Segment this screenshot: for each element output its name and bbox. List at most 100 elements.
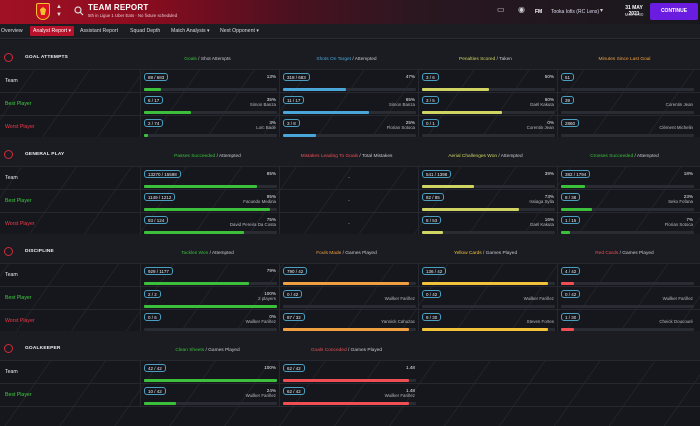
stat-cell[interactable]: 3 / 5 60% Gaël Kakuta	[418, 93, 557, 116]
chevron-down-icon[interactable]: ▾	[600, 8, 604, 14]
stat-cell[interactable]: 39 Corentin Jean	[557, 93, 696, 116]
stat-cell[interactable]: 62 / 42 1.48 Wuilker Fariñez	[279, 384, 418, 407]
row-label-best: Best Player	[5, 295, 32, 301]
stat-cell[interactable]: 93 / 124 75% David Pereira Da Costa	[140, 213, 279, 236]
column-header[interactable]: Clean Sheets / Games Played	[140, 348, 275, 353]
stat-cell[interactable]: 13270 / 15598 85%	[140, 167, 279, 190]
column-header[interactable]: Goals Conceded / Games Played	[279, 348, 414, 353]
player-name[interactable]: Wuilker Fariñez	[245, 319, 276, 324]
player-name[interactable]: Simon Banza	[249, 102, 276, 107]
column-header[interactable]: Minutes Since Last Goal	[557, 57, 692, 62]
stat-cell[interactable]: 1 / 15 7% Florian Sotoca	[557, 213, 696, 236]
stat-cell[interactable]: 136 / 42	[418, 264, 557, 287]
player-name[interactable]: Gaël Kakuta	[529, 102, 554, 107]
stat-cell[interactable]: 8 / 38 23% Seko Fofana	[557, 190, 696, 213]
column-header[interactable]: Penalties Scored / Taken	[418, 57, 553, 62]
stat-cell[interactable]: 10 / 42 24% Wuilker Fariñez	[140, 384, 279, 407]
inbox-icon[interactable]: ▭	[497, 5, 505, 14]
player-name[interactable]: Corentin Jean	[526, 125, 554, 130]
player-name[interactable]: Simon Banza	[388, 102, 415, 107]
stat-value: 39	[561, 96, 575, 104]
search-icon[interactable]	[74, 6, 84, 16]
stat-cell[interactable]: 1 / 30 Cheick Doucouré	[557, 310, 696, 333]
player-name[interactable]: Florian Sotoca	[664, 222, 693, 227]
stat-cell[interactable]: 42 / 42 100%	[140, 361, 279, 384]
stat-cell[interactable]: 4 / 42	[557, 264, 696, 287]
column-header[interactable]: Fouls Made / Games Played	[279, 251, 414, 256]
stat-value: 51	[561, 73, 575, 81]
club-crest-icon[interactable]	[36, 3, 50, 20]
stat-cell[interactable]: 2860 Clément Michelin	[557, 116, 696, 139]
column-header[interactable]: Tackles Won / Attempted	[140, 251, 275, 256]
player-name[interactable]: Florian Sotoca	[386, 125, 415, 130]
nav-tab-squad-depth[interactable]: Squad Depth	[130, 28, 161, 34]
stat-cell[interactable]: 2 / 74 3% Loïc Badé	[140, 116, 279, 139]
column-header[interactable]: Crosses Succeeded / Attempted	[557, 154, 692, 159]
stat-cell[interactable]: 790 / 42	[279, 264, 418, 287]
stat-cell[interactable]: 382 / 1794 18%	[557, 167, 696, 190]
column-header[interactable]: Yellow Cards / Games Played	[418, 251, 553, 256]
stat-cell[interactable]: -	[279, 190, 418, 213]
player-name[interactable]: Wuilker Fariñez	[384, 393, 415, 398]
player-name[interactable]: Facundo Medina	[243, 199, 276, 204]
stat-cell[interactable]: 2 / 2 100% 2 players	[140, 287, 279, 310]
nav-tab-match-analysis[interactable]: Match Analysis ▾	[171, 28, 210, 34]
player-name[interactable]: Cheick Doucouré	[659, 319, 693, 324]
continue-button[interactable]: CONTINUE	[650, 3, 698, 20]
player-name[interactable]: David Pereira Da Costa	[229, 222, 276, 227]
nav-tab-overview[interactable]: Overview	[1, 28, 23, 34]
player-name[interactable]: Wuilker Fariñez	[523, 296, 554, 301]
column-header[interactable]: Red Cards / Games Played	[557, 251, 692, 256]
stat-cell[interactable]: -	[279, 167, 418, 190]
bar-track	[144, 111, 277, 114]
player-name[interactable]: Wuilker Fariñez	[384, 296, 415, 301]
manager-icon[interactable]: ◉	[518, 5, 525, 14]
nav-tab-assistant-report[interactable]: Assistant Report	[80, 28, 119, 34]
stat-cell[interactable]: 318 / 683 47%	[279, 70, 418, 93]
section-title: GOALKEEPER	[25, 346, 61, 351]
club-switch-arrows-icon[interactable]: ▲ ▼	[56, 4, 62, 18]
column-header[interactable]: Mistakes Leading To Goals / Total Mistak…	[279, 154, 414, 159]
column-header[interactable]: Shots On Target / Attempted	[279, 57, 414, 62]
stat-cell[interactable]: 6 / 17 35% Simon Banza	[140, 93, 279, 116]
player-name[interactable]: Wuilker Fariñez	[662, 296, 693, 301]
stat-cell[interactable]: 88 / 683 13%	[140, 70, 279, 93]
stat-cell[interactable]: 0 / 42 Wuilker Fariñez	[418, 287, 557, 310]
player-name[interactable]: Seko Fofana	[668, 199, 693, 204]
stat-cell[interactable]: 3 / 8 25% Florian Sotoca	[279, 116, 418, 139]
stat-cell[interactable]: 1149 / 1212 95% Facundo Medina	[140, 190, 279, 213]
manager-club-name[interactable]: Tooka Iofis (RC Lens)	[551, 9, 600, 15]
stat-cell[interactable]: -	[279, 213, 418, 236]
player-name[interactable]: Corentin Jean	[665, 102, 693, 107]
stat-cell[interactable]: 0 / 42 Wuilker Fariñez	[279, 287, 418, 310]
stat-cell[interactable]: 0 / 42 Wuilker Fariñez	[557, 287, 696, 310]
column-header[interactable]: Goals / Shot Attempts	[140, 57, 275, 62]
section-header: GOALKEEPER Clean Sheets / Games Played Goa…	[0, 331, 700, 361]
player-name[interactable]: 2 players	[258, 296, 276, 301]
player-name[interactable]: Steven Fortes	[526, 319, 554, 324]
player-name[interactable]: Loïc Badé	[256, 125, 276, 130]
stat-cell[interactable]: 62 / 42 1.48	[279, 361, 418, 384]
nav-tab-next-opponent[interactable]: Next Opponent ▾	[220, 28, 259, 34]
stat-cell[interactable]: 0 / 1 0% Corentin Jean	[418, 116, 557, 139]
bar-fill	[561, 185, 585, 188]
stat-cell[interactable]: 87 / 32 Yannick Cahuzac	[279, 310, 418, 333]
stat-cell[interactable]: 0 / 6 0% Wuilker Fariñez	[140, 310, 279, 333]
player-name[interactable]: Clément Michelin	[659, 125, 693, 130]
stat-cell[interactable]: 82 / 85 73% Issiaga Sylla	[418, 190, 557, 213]
stat-cell[interactable]: 3 / 6 50%	[418, 70, 557, 93]
stat-cell[interactable]: 929 / 1177 79%	[140, 264, 279, 287]
column-header[interactable]: Aerial Challenges Won / Attempted	[418, 154, 553, 159]
player-name[interactable]: Gaël Kakuta	[529, 222, 554, 227]
column-header[interactable]: Passes Succeeded / Attempted	[140, 154, 275, 159]
stat-cell[interactable]: 9 / 30 Steven Fortes	[418, 310, 557, 333]
stat-cell[interactable]: 8 / 53 16% Gaël Kakuta	[418, 213, 557, 236]
player-name[interactable]: Wuilker Fariñez	[245, 393, 276, 398]
player-name[interactable]: Yannick Cahuzac	[381, 319, 415, 324]
nav-tab-analyst-report[interactable]: Analyst Report ▾	[30, 26, 75, 36]
player-name[interactable]: Issiaga Sylla	[529, 199, 554, 204]
stat-cell[interactable]: 11 / 17 65% Simon Banza	[279, 93, 418, 116]
stat-cell[interactable]: 51	[557, 70, 696, 93]
empty-value: -	[348, 175, 350, 181]
stat-cell[interactable]: 541 / 1398 39%	[418, 167, 557, 190]
